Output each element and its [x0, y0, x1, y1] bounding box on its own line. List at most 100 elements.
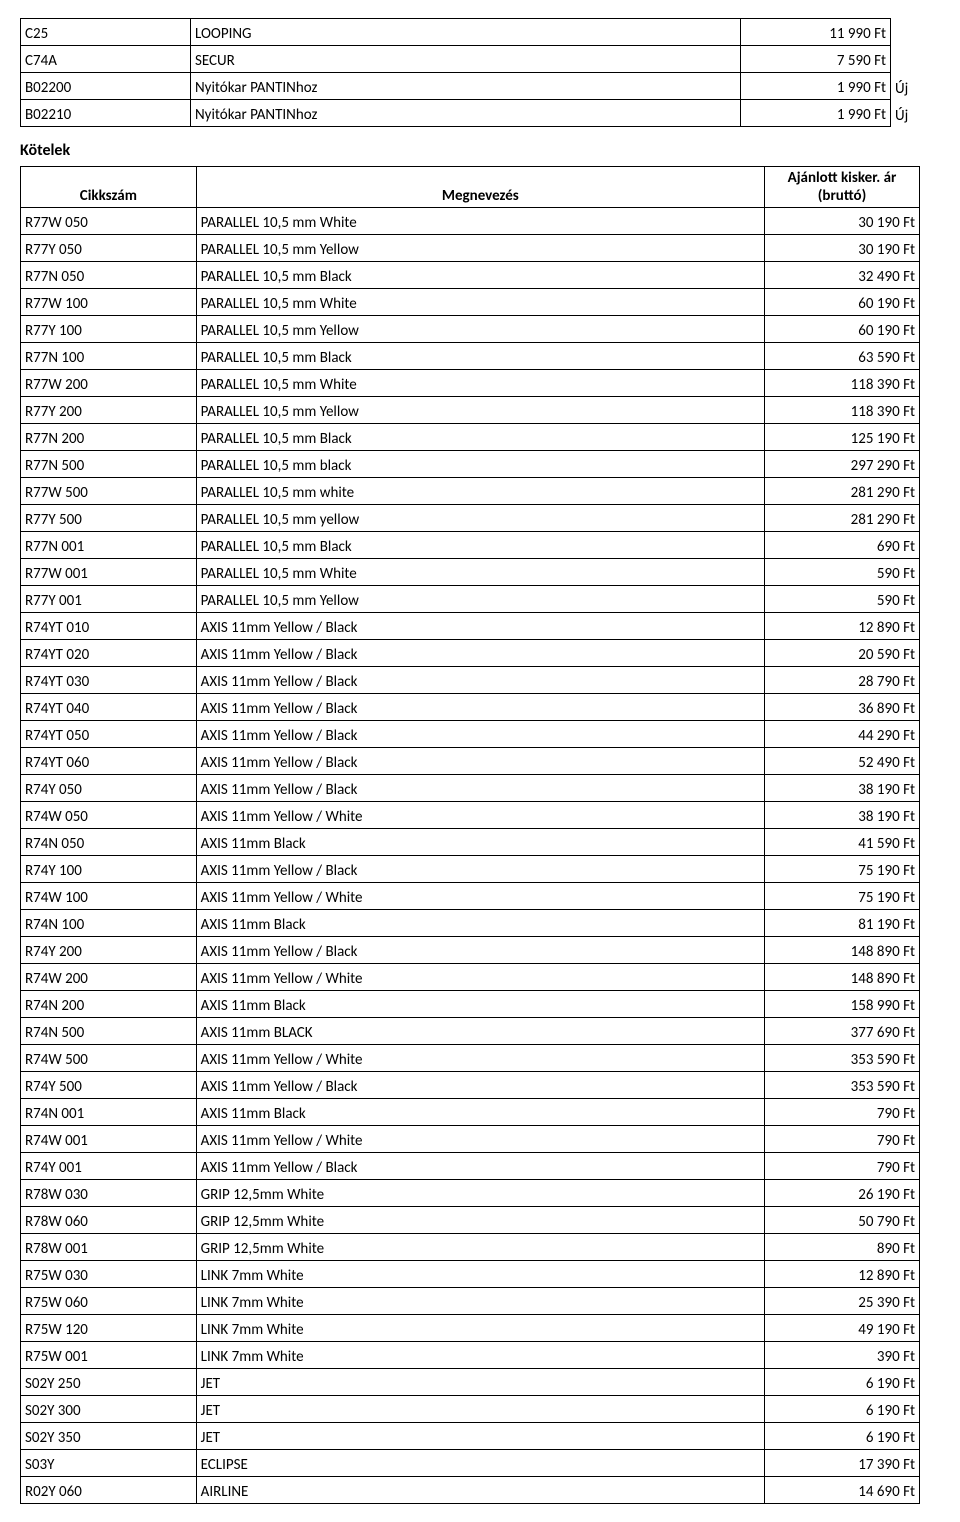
cell-price: 297 290 Ft: [764, 451, 919, 478]
table-row: S03YECLIPSE17 390 Ft: [21, 1450, 920, 1477]
table-row: R77N 500PARALLEL 10,5 mm black297 290 Ft: [21, 451, 920, 478]
cell-code: R74W 200: [21, 964, 197, 991]
cell-name: Nyitókar PANTINhoz: [191, 100, 741, 127]
cell-code: R74Y 001: [21, 1153, 197, 1180]
cell-code: R77W 050: [21, 208, 197, 235]
top-table: C25LOOPING11 990 FtC74ASECUR7 590 FtB022…: [20, 18, 921, 127]
cell-price: 158 990 Ft: [764, 991, 919, 1018]
cell-code: R74N 100: [21, 910, 197, 937]
cell-code: R74W 100: [21, 883, 197, 910]
cell-code: R75W 001: [21, 1342, 197, 1369]
table-row: B02200Nyitókar PANTINhoz1 990 FtÚj: [21, 73, 921, 100]
cell-price: 148 890 Ft: [764, 937, 919, 964]
cell-name: PARALLEL 10,5 mm Black: [196, 262, 764, 289]
cell-code: R74N 050: [21, 829, 197, 856]
cell-price: 30 190 Ft: [764, 208, 919, 235]
cell-price: 6 190 Ft: [764, 1396, 919, 1423]
cell-price: 60 190 Ft: [764, 289, 919, 316]
cell-name: AXIS 11mm Yellow / Black: [196, 694, 764, 721]
section-title: Kötelek: [20, 141, 940, 160]
cell-price: 25 390 Ft: [764, 1288, 919, 1315]
cell-price: 281 290 Ft: [764, 478, 919, 505]
cell-code: R77W 100: [21, 289, 197, 316]
cell-code: R78W 060: [21, 1207, 197, 1234]
cell-code: R77Y 050: [21, 235, 197, 262]
table-row: R77W 001PARALLEL 10,5 mm White590 Ft: [21, 559, 920, 586]
cell-price: 790 Ft: [764, 1153, 919, 1180]
table-row: R77Y 200PARALLEL 10,5 mm Yellow118 390 F…: [21, 397, 920, 424]
cell-code: S02Y 300: [21, 1396, 197, 1423]
table-row: R77W 100PARALLEL 10,5 mm White60 190 Ft: [21, 289, 920, 316]
cell-code: R77N 500: [21, 451, 197, 478]
table-row: R77W 050PARALLEL 10,5 mm White30 190 Ft: [21, 208, 920, 235]
table-row: R74Y 001AXIS 11mm Yellow / Black790 Ft: [21, 1153, 920, 1180]
cell-code: R78W 030: [21, 1180, 197, 1207]
cell-price: 50 790 Ft: [764, 1207, 919, 1234]
cell-price: 38 190 Ft: [764, 802, 919, 829]
table-row: R74Y 100AXIS 11mm Yellow / Black75 190 F…: [21, 856, 920, 883]
cell-price: 28 790 Ft: [764, 667, 919, 694]
cell-name: GRIP 12,5mm White: [196, 1180, 764, 1207]
cell-code: R74YT 020: [21, 640, 197, 667]
cell-price: 790 Ft: [764, 1126, 919, 1153]
table-row: R74YT 030AXIS 11mm Yellow / Black28 790 …: [21, 667, 920, 694]
cell-price: 75 190 Ft: [764, 856, 919, 883]
cell-code: R75W 060: [21, 1288, 197, 1315]
cell-price: 26 190 Ft: [764, 1180, 919, 1207]
cell-name: LINK 7mm White: [196, 1261, 764, 1288]
cell-name: AXIS 11mm Yellow / Black: [196, 640, 764, 667]
table-row: R77Y 100PARALLEL 10,5 mm Yellow60 190 Ft: [21, 316, 920, 343]
table-row: R75W 120LINK 7mm White49 190 Ft: [21, 1315, 920, 1342]
table-row: R74N 100AXIS 11mm Black81 190 Ft: [21, 910, 920, 937]
cell-code: C25: [21, 19, 191, 46]
table-row: R02Y 060AIRLINE14 690 Ft: [21, 1477, 920, 1504]
cell-note: [891, 19, 921, 46]
cell-price: 38 190 Ft: [764, 775, 919, 802]
table-row: C74ASECUR7 590 Ft: [21, 46, 921, 73]
cell-name: AXIS 11mm Yellow / Black: [196, 775, 764, 802]
cell-name: GRIP 12,5mm White: [196, 1234, 764, 1261]
table-row: R77N 200PARALLEL 10,5 mm Black125 190 Ft: [21, 424, 920, 451]
table-row: R75W 060LINK 7mm White25 390 Ft: [21, 1288, 920, 1315]
cell-price: 118 390 Ft: [764, 397, 919, 424]
cell-name: AXIS 11mm Yellow / White: [196, 964, 764, 991]
cell-name: PARALLEL 10,5 mm white: [196, 478, 764, 505]
cell-code: R74YT 040: [21, 694, 197, 721]
table-row: C25LOOPING11 990 Ft: [21, 19, 921, 46]
cell-name: AXIS 11mm Black: [196, 829, 764, 856]
cell-code: R77W 500: [21, 478, 197, 505]
cell-name: PARALLEL 10,5 mm Black: [196, 424, 764, 451]
table-row: R77Y 500PARALLEL 10,5 mm yellow281 290 F…: [21, 505, 920, 532]
cell-name: LOOPING: [191, 19, 741, 46]
cell-price: 6 190 Ft: [764, 1369, 919, 1396]
table-row: S02Y 250JET6 190 Ft: [21, 1369, 920, 1396]
cell-price: 36 890 Ft: [764, 694, 919, 721]
cell-code: R02Y 060: [21, 1477, 197, 1504]
cell-name: Nyitókar PANTINhoz: [191, 73, 741, 100]
cell-name: PARALLEL 10,5 mm Yellow: [196, 316, 764, 343]
table-row: R74W 500AXIS 11mm Yellow / White353 590 …: [21, 1045, 920, 1072]
cell-name: AXIS 11mm Yellow / White: [196, 883, 764, 910]
cell-price: 12 890 Ft: [764, 613, 919, 640]
cell-code: R77N 001: [21, 532, 197, 559]
cell-code: C74A: [21, 46, 191, 73]
cell-price: 377 690 Ft: [764, 1018, 919, 1045]
cell-name: AXIS 11mm Black: [196, 991, 764, 1018]
cell-name: AXIS 11mm BLACK: [196, 1018, 764, 1045]
cell-name: PARALLEL 10,5 mm Black: [196, 532, 764, 559]
table-row: R74YT 040AXIS 11mm Yellow / Black36 890 …: [21, 694, 920, 721]
cell-name: JET: [196, 1396, 764, 1423]
table-row: R74YT 050AXIS 11mm Yellow / Black44 290 …: [21, 721, 920, 748]
main-table: Cikkszám Megnevezés Ajánlott kisker. ár …: [20, 166, 920, 1504]
cell-name: AXIS 11mm Yellow / White: [196, 802, 764, 829]
cell-price: 63 590 Ft: [764, 343, 919, 370]
table-row: R74W 100AXIS 11mm Yellow / White75 190 F…: [21, 883, 920, 910]
table-row: R77Y 050PARALLEL 10,5 mm Yellow30 190 Ft: [21, 235, 920, 262]
cell-price: 125 190 Ft: [764, 424, 919, 451]
cell-name: AXIS 11mm Yellow / Black: [196, 937, 764, 964]
cell-code: R75W 030: [21, 1261, 197, 1288]
cell-name: AXIS 11mm Yellow / Black: [196, 667, 764, 694]
header-price: Ajánlott kisker. ár (bruttó): [764, 167, 919, 208]
table-row: R78W 001GRIP 12,5mm White890 Ft: [21, 1234, 920, 1261]
cell-code: S03Y: [21, 1450, 197, 1477]
